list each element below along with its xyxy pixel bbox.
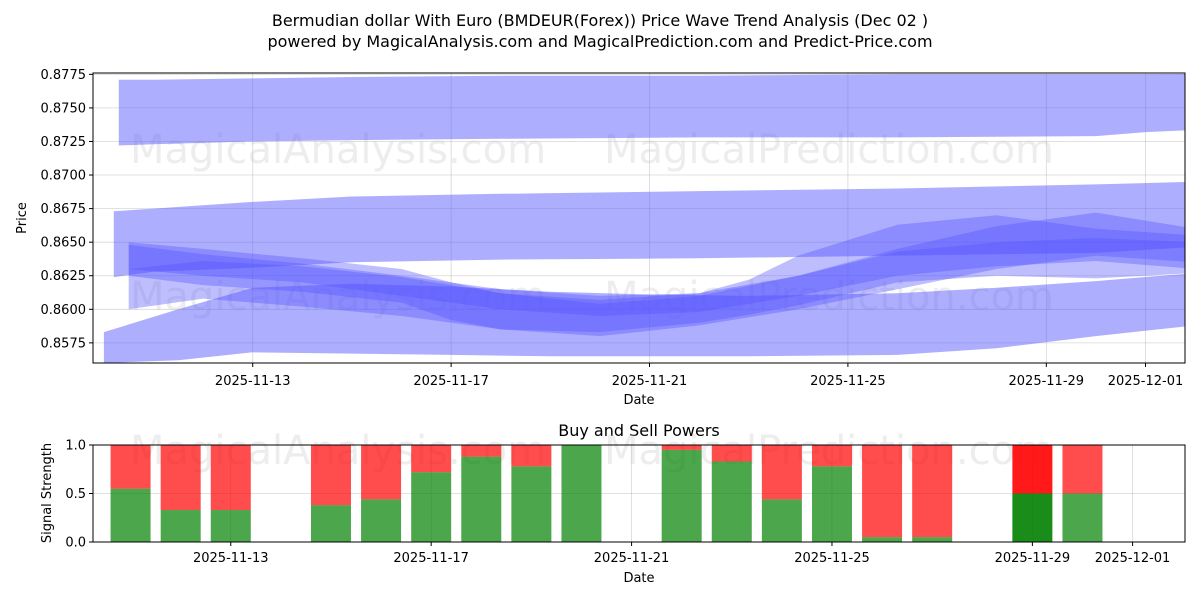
buy-power-bar xyxy=(1012,493,1053,542)
sell-power-bar xyxy=(310,445,351,506)
signal-panel: Buy and Sell Powers MagicalAnalysis.com … xyxy=(40,421,1186,586)
price-panel-frame xyxy=(92,72,1186,364)
upper-band-band xyxy=(118,73,1185,146)
wave-2-band xyxy=(128,238,1185,316)
price-x-tick-label: 2025-11-21 xyxy=(612,374,688,389)
buy-power-bar xyxy=(811,466,852,542)
price-y-tick-label: 0.8700 xyxy=(41,169,87,184)
price-x-tick-label: 2025-12-01 xyxy=(1108,374,1184,389)
price-y-tick-label: 0.8625 xyxy=(41,269,87,284)
signal-y-tick-label: 1.0 xyxy=(65,439,86,454)
signal-panel-title: Buy and Sell Powers xyxy=(558,421,720,440)
signal-y-axis-label: Signal Strength xyxy=(40,443,55,543)
buy-power-bar xyxy=(511,466,552,542)
watermark-analysis-mid: MagicalAnalysis.com xyxy=(130,274,546,320)
buy-power-bar xyxy=(912,537,953,542)
price-x-tick-label: 2025-11-17 xyxy=(413,374,489,389)
sell-power-bar xyxy=(862,445,903,538)
sell-power-bar xyxy=(361,445,402,500)
signal-y-tick-label: 0.0 xyxy=(65,536,86,551)
price-x-tick-label: 2025-11-25 xyxy=(810,374,886,389)
buy-power-bar xyxy=(711,461,752,542)
price-x-axis-label: Date xyxy=(623,393,654,408)
price-y-tick-label: 0.8775 xyxy=(41,68,87,83)
price-y-tick-label: 0.8750 xyxy=(41,101,87,116)
signal-x-tick-label: 2025-11-13 xyxy=(193,551,269,566)
sell-power-bar xyxy=(761,445,802,500)
middle-band-band xyxy=(113,182,1185,278)
signal-y-ticks: 0.0 0.5 1.0 xyxy=(65,439,93,551)
buy-power-bar xyxy=(110,488,151,542)
sell-power-bar xyxy=(811,445,852,467)
signal-x-ticks: 2025-11-13 2025-11-17 2025-11-21 2025-11-25… xyxy=(193,542,1170,566)
price-y-tick-label: 0.8600 xyxy=(41,303,87,318)
sell-power-bar xyxy=(160,445,201,510)
sell-power-bar xyxy=(110,445,151,489)
buy-power-bar xyxy=(661,449,702,542)
signal-x-tick-label: 2025-11-29 xyxy=(995,551,1071,566)
signal-x-tick-label: 2025-11-21 xyxy=(594,551,670,566)
buy-power-bar xyxy=(561,445,602,542)
signal-bars xyxy=(110,445,1103,542)
sell-power-bar xyxy=(912,445,953,538)
signal-x-tick-label: 2025-11-17 xyxy=(393,551,469,566)
price-x-tick-label: 2025-11-29 xyxy=(1009,374,1085,389)
lower-band-band xyxy=(103,273,1185,363)
price-gridlines xyxy=(93,73,1185,363)
buy-power-bar xyxy=(862,537,903,542)
sell-power-bar xyxy=(210,445,251,510)
signal-y-tick-label: 0.5 xyxy=(65,487,86,502)
price-y-axis-label: Price xyxy=(15,202,30,234)
sell-power-bar xyxy=(411,445,452,473)
wave-3-band xyxy=(128,212,1185,337)
price-y-ticks: 0.8575 0.8600 0.8625 0.8650 0.8675 0.8700 0.87… xyxy=(41,68,93,351)
chart-title-line1: Bermudian dollar With Euro (BMDEUR(Forex… xyxy=(272,11,928,30)
buy-power-bar xyxy=(160,509,201,542)
watermark-analysis-top: MagicalAnalysis.com xyxy=(130,127,546,173)
signal-x-tick-label: 2025-12-01 xyxy=(1095,551,1171,566)
watermark-prediction-mid: MagicalPrediction.com xyxy=(604,274,1054,320)
price-panel-background xyxy=(93,73,1185,363)
price-y-tick-label: 0.8650 xyxy=(41,236,87,251)
signal-x-tick-label: 2025-11-25 xyxy=(794,551,870,566)
buy-power-bar xyxy=(461,456,502,542)
chart-title-line2: powered by MagicalAnalysis.com and Magic… xyxy=(267,32,932,51)
sell-power-bar xyxy=(711,445,752,462)
wave-bands xyxy=(103,73,1185,363)
buy-power-bar xyxy=(210,509,251,542)
sell-power-bar xyxy=(661,445,702,450)
price-x-ticks: 2025-11-13 2025-11-17 2025-11-21 2025-11-25… xyxy=(215,363,1183,389)
buy-power-bar xyxy=(310,505,351,542)
buy-power-bar xyxy=(1062,493,1103,542)
price-x-tick-label: 2025-11-13 xyxy=(215,374,291,389)
wave-1-band xyxy=(128,215,1185,333)
price-y-tick-label: 0.8575 xyxy=(41,336,87,351)
signal-x-axis-label: Date xyxy=(623,571,654,586)
price-y-tick-label: 0.8725 xyxy=(41,135,87,150)
buy-power-bar xyxy=(411,472,452,542)
watermark-prediction-top: MagicalPrediction.com xyxy=(604,127,1054,173)
sell-power-bar xyxy=(1012,445,1053,494)
sell-power-bar xyxy=(461,445,502,457)
buy-power-bar xyxy=(761,499,802,542)
buy-power-bar xyxy=(361,499,402,542)
sell-power-bar xyxy=(511,445,552,467)
price-panel: MagicalAnalysis.com MagicalPrediction.co… xyxy=(15,68,1186,408)
sell-power-bar xyxy=(1062,445,1103,494)
price-y-tick-label: 0.8675 xyxy=(41,202,87,217)
